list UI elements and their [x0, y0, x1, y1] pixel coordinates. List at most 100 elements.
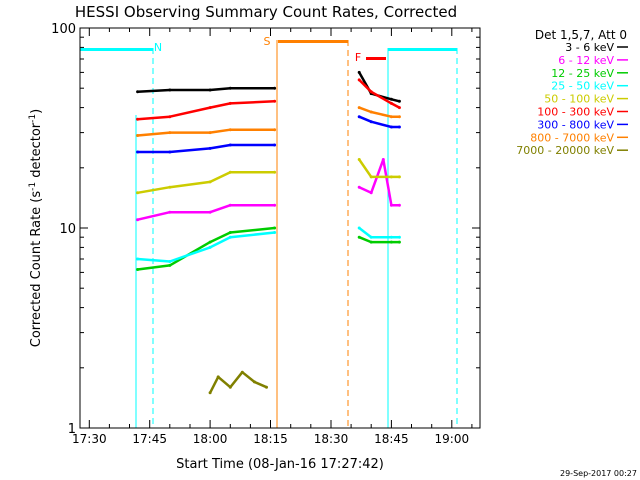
- legend-label-7: 300 - 800 keV: [537, 118, 614, 131]
- series-6-point-8: [389, 101, 393, 105]
- x-tick-label-4: 18:15: [253, 432, 288, 446]
- x-tick-label-7: 19:00: [435, 432, 470, 446]
- series-line-7-segment-2: [358, 115, 400, 129]
- series-4-point-9: [397, 235, 401, 239]
- series-6-point-1: [136, 117, 140, 121]
- chart-title: HESSI Observing Summary Count Rates, Cor…: [75, 3, 457, 21]
- flare-flag-label: F: [355, 51, 361, 64]
- series-5-point-5: [273, 170, 277, 174]
- series-1-point-6: [357, 70, 361, 74]
- series-2-point-8: [381, 158, 385, 161]
- series-1-point-8: [389, 97, 393, 101]
- saa-flag-label: S: [264, 35, 271, 48]
- series-6-point-5: [273, 99, 277, 103]
- series-5-point-9: [397, 175, 401, 179]
- series-line-3-segment-2: [358, 236, 400, 244]
- series-8-point-7: [369, 110, 373, 114]
- series-line-1-segment-1: [137, 86, 275, 94]
- legend-label-3: 12 - 25 keV: [551, 67, 614, 80]
- y-axis-label-mid: detector: [29, 122, 44, 182]
- series-5-point-2: [168, 185, 172, 189]
- saa-flag-bar: [278, 40, 348, 43]
- lines-layer: [80, 40, 458, 428]
- series-line-2-segment-1: [137, 203, 275, 221]
- y-ticks: 1 10 100: [51, 22, 480, 437]
- series-9-point-2: [216, 375, 220, 379]
- series-line-4-segment-2: [358, 227, 400, 239]
- series-8-point-4: [228, 128, 232, 132]
- series-1-point-2: [168, 88, 172, 92]
- series-9-point-3: [228, 385, 232, 389]
- series-2-point-7: [369, 191, 373, 195]
- series-5-point-6: [357, 158, 361, 161]
- series-1-point-9: [397, 99, 401, 103]
- series-4-point-8: [389, 235, 393, 239]
- y-tick-label-2: 10: [59, 222, 76, 237]
- series-2-point-5: [273, 203, 277, 207]
- legend-label-1: 3 - 6 keV: [565, 41, 614, 54]
- x-tick-label-5: 18:30: [314, 432, 349, 446]
- night-flag-bar: [388, 48, 457, 51]
- night-flag-bar: [80, 48, 153, 51]
- series-5-point-8: [389, 175, 393, 179]
- series-3-point-8: [389, 240, 393, 244]
- series-7-point-4: [228, 143, 232, 147]
- y-tick-label-3: 100: [51, 22, 76, 37]
- series-3-point-9: [397, 240, 401, 244]
- series-3-point-4: [228, 231, 232, 234]
- series-3-point-3: [208, 240, 212, 244]
- legend-label-2: 6 - 12 keV: [558, 54, 614, 67]
- x-tick-label-3: 18:00: [193, 432, 228, 446]
- series-2-point-4: [228, 203, 232, 207]
- series-6-point-7: [369, 90, 373, 94]
- series-8-point-8: [389, 115, 393, 119]
- series-5-point-7: [369, 175, 373, 179]
- x-axis-label: Start Time (08-Jan-16 17:27:42): [176, 457, 384, 472]
- series-1-point-3: [208, 88, 212, 92]
- series-8-point-5: [273, 128, 277, 132]
- series-8-point-6: [357, 106, 361, 110]
- series-5-point-3: [208, 180, 212, 184]
- series-2-point-9: [389, 203, 393, 207]
- series-9-point-6: [265, 385, 268, 389]
- series-line-5-segment-2: [358, 158, 400, 179]
- series-1-point-5: [273, 86, 277, 90]
- series-2-point-6: [357, 185, 361, 189]
- legend-label-6: 100 - 300 keV: [537, 106, 614, 119]
- series-8-point-9: [397, 115, 401, 119]
- series-6-point-6: [357, 78, 361, 82]
- series-4-point-5: [273, 231, 277, 234]
- series-6-point-3: [208, 106, 212, 110]
- series-line-6-segment-1: [137, 100, 275, 121]
- x-tick-label-1: 17:30: [72, 432, 107, 446]
- legend-title: Det 1,5,7, Att 0: [535, 28, 627, 42]
- legend-label-4: 25 - 50 keV: [551, 80, 614, 93]
- series-3-point-2: [168, 263, 172, 267]
- series-8-point-3: [208, 131, 212, 135]
- series-5-point-1: [136, 191, 140, 195]
- series-3-point-7: [369, 240, 373, 244]
- series-line-8-segment-1: [137, 128, 275, 137]
- series-3-point-1: [136, 268, 140, 271]
- series-4-point-2: [168, 260, 172, 263]
- series-2-point-1: [136, 218, 140, 222]
- series-7-point-7: [369, 120, 373, 124]
- legend-label-8: 800 - 7000 keV: [530, 131, 614, 144]
- series-line-9-segment-1: [208, 370, 268, 394]
- series-7-point-3: [208, 146, 212, 150]
- series-6-point-2: [168, 115, 172, 119]
- series-1-point-4: [228, 86, 232, 90]
- x-tick-label-6: 18:45: [374, 432, 409, 446]
- timestamp: 29-Sep-2017 00:27: [560, 469, 637, 478]
- series-7-point-2: [168, 150, 172, 154]
- series-9-point-4: [240, 370, 244, 374]
- series-3-point-5: [273, 226, 277, 230]
- series-9-point-1: [208, 391, 212, 395]
- series-line-4-segment-1: [137, 231, 275, 263]
- series-7-point-6: [357, 115, 361, 119]
- series-2-point-10: [397, 203, 401, 207]
- y-axis-label-end: ): [29, 109, 44, 114]
- series-1-point-1: [136, 90, 140, 94]
- series-line-5-segment-1: [137, 170, 275, 195]
- night-flag-label: N: [154, 41, 162, 54]
